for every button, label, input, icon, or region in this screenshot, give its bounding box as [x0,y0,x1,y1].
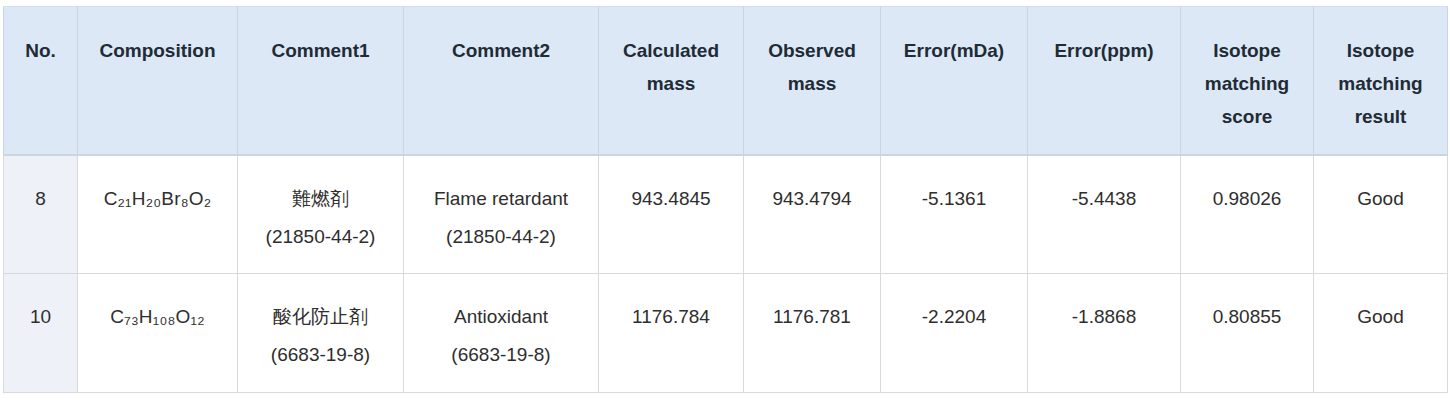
cell-isotope-matching-result: Good [1314,274,1448,393]
cell-isotope-matching-score: 0.80855 [1181,274,1314,393]
cell-isotope-matching-result: Good [1314,155,1448,274]
table-row: 10 C₇₃H₁₀₈O₁₂ 酸化防止剤 (6683-19-8) Antioxid… [4,274,1448,393]
column-header-comment1: Comment1 [238,7,404,155]
cell-error-mda: -2.2204 [881,274,1028,393]
cell-comment1: 難燃剤 (21850-44-2) [238,155,404,274]
cell-no: 8 [4,155,78,274]
cell-error-ppm: -5.4438 [1028,155,1181,274]
table-row: 8 C₂₁H₂₀Br₈O₂ 難燃剤 (21850-44-2) Flame ret… [4,155,1448,274]
column-header-error-ppm: Error(ppm) [1028,7,1181,155]
cell-error-mda: -5.1361 [881,155,1028,274]
cell-error-ppm: -1.8868 [1028,274,1181,393]
cell-observed-mass: 943.4794 [744,155,881,274]
column-header-isotope-matching-score: Isotope matching score [1181,7,1314,155]
column-header-observed-mass: Observed mass [744,7,881,155]
table-header-row: No. Composition Comment1 Comment2 Calcul… [4,7,1448,155]
cell-observed-mass: 1176.781 [744,274,881,393]
column-header-isotope-matching-result: Isotope matching result [1314,7,1448,155]
cell-calculated-mass: 1176.784 [599,274,744,393]
cell-comment2: Antioxidant (6683-19-8) [404,274,599,393]
cell-comment1: 酸化防止剤 (6683-19-8) [238,274,404,393]
column-header-calculated-mass: Calculated mass [599,7,744,155]
column-header-composition: Composition [78,7,238,155]
column-header-comment2: Comment2 [404,7,599,155]
cell-comment2: Flame retardant (21850-44-2) [404,155,599,274]
column-header-error-mda: Error(mDa) [881,7,1028,155]
cell-no: 10 [4,274,78,393]
cell-composition: C₂₁H₂₀Br₈O₂ [78,155,238,274]
column-header-no: No. [4,7,78,155]
cell-isotope-matching-score: 0.98026 [1181,155,1314,274]
results-table-container: No. Composition Comment1 Comment2 Calcul… [3,6,1447,393]
results-table: No. Composition Comment1 Comment2 Calcul… [3,6,1448,393]
cell-composition: C₇₃H₁₀₈O₁₂ [78,274,238,393]
cell-calculated-mass: 943.4845 [599,155,744,274]
